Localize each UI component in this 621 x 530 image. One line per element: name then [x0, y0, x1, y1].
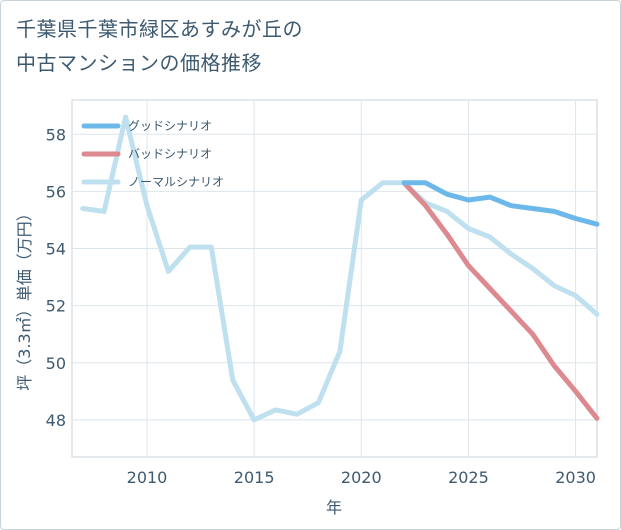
y-tick-label: 54 [46, 240, 66, 259]
x-gridlines [146, 100, 577, 457]
x-tick-label: 2020 [341, 468, 382, 487]
chart-title-line-2: 中古マンションの価格推移 [16, 51, 262, 75]
y-tick-label: 50 [46, 354, 66, 373]
series-line-2 [80, 114, 600, 423]
legend-label-1: バッドシナリオ [128, 147, 212, 161]
x-tick-label: 2010 [127, 468, 168, 487]
x-tick-label: 2025 [448, 468, 489, 487]
series-line-1 [401, 180, 600, 421]
chart-title-line-1: 千葉県千葉市緑区あすみが丘の [16, 17, 303, 41]
y-tick-label: 52 [46, 297, 66, 316]
legend-label-2: ノーマルシナリオ [128, 175, 224, 189]
plot-area [71, 99, 598, 458]
x-tick-label: 2015 [234, 468, 275, 487]
series-lines [80, 114, 600, 423]
legend-label-0: グッドシナリオ [128, 119, 212, 133]
y-tick-label: 58 [46, 125, 66, 144]
y-tick-label: 56 [46, 182, 66, 201]
y-tick-labels: 48 50 52 54 56 58 [46, 125, 66, 430]
y-axis-label: 坪（3.3㎡）単価（万円） [15, 205, 34, 390]
series-line-0 [401, 180, 600, 227]
x-axis-label: 年 [326, 498, 342, 517]
y-tick-label: 48 [46, 411, 66, 430]
chart-title: 千葉県千葉市緑区あすみが丘の 中古マンションの価格推移 [16, 12, 576, 80]
x-tick-label: 2030 [555, 468, 596, 487]
x-tick-labels: 2010 2015 2020 2025 2030 [127, 468, 596, 487]
